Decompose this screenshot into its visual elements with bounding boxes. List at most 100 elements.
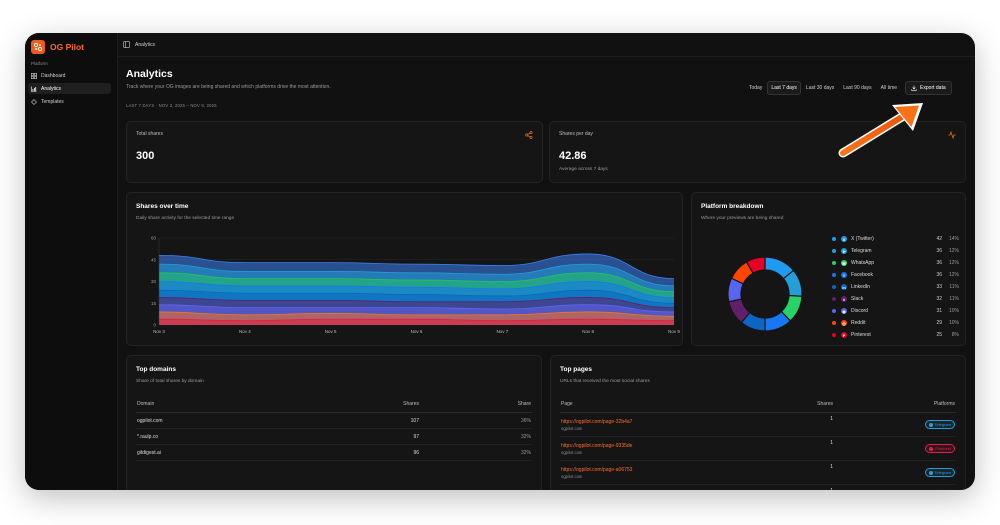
stat-value: 42.86 [559,150,587,162]
card-desc: URLs that received the most social share… [560,379,650,384]
stat-label: Total shares [136,131,163,137]
export-data-button[interactable]: Export data [905,81,952,95]
domains-table: Domain Shares Share ogpilot.com 107 36% … [136,396,532,461]
platforms-cell: Telegram [834,460,956,485]
slack-icon: # [841,296,847,302]
page-link[interactable]: https://ogpilot.com/page-a06753 [561,466,633,473]
sidebar-item-templates[interactable]: Templates [28,96,111,107]
legend-label: Telegram [851,248,872,254]
date-range-label: LAST 7 DAYS · NOV 3, 2025 – NOV 9, 2025 [126,103,217,108]
legend-percent: 12% [948,272,959,278]
stat-sub: Average across 7 days [559,167,608,172]
x-tick-label: Nov 4 [239,329,251,334]
legend-count: 31 [936,308,942,314]
brand[interactable]: OG Pilot [31,38,84,56]
x-tick-label: Nov 3 [153,329,165,334]
x-tick-label: Nov 9 [668,329,680,334]
platform-legend: X X (Twitter) 42 14% ➤ Telegram 36 12% ☏ WhatsApp… [832,233,959,341]
stat-card-shares-per-day: Shares per day 42.86 Average across 7 da… [549,121,966,183]
stat-card-total-shares: Total shares 300 [126,121,543,183]
page-link[interactable]: https://ogpilot.com/page-9335de [561,442,633,449]
table-row: *.raulp.co 97 32% [136,428,532,445]
legend-percent: 11% [949,296,959,302]
legend-item: in LinkedIn 33 11% [832,281,959,293]
analytics-icon [31,86,37,92]
page-cell: https://ogpilot.com/page-32b4a7 ogpilot.c… [560,412,772,437]
table-row: https://ogpilot.com/page-a06753 ogpilot.c… [560,460,956,485]
legend-percent: 10% [948,320,959,326]
x-tick-label: Nov 7 [496,329,508,334]
area-series-line [158,311,675,317]
range-last-30-days[interactable]: Last 30 days [805,85,835,91]
topbar: Analytics [117,33,975,57]
legend-swatch [832,273,836,277]
sidebar-item-dashboard[interactable]: Dashboard [28,70,111,81]
legend-count: 36 [936,260,942,266]
col-platforms: Platforms [834,396,956,413]
download-icon [911,85,917,91]
card-title: Top pages [560,366,593,373]
x-tick-label: Nov 8 [582,329,594,334]
legend-percent: 11% [949,284,959,290]
platform-badge: Telegram [924,420,955,429]
chart-subtitle: Where your previews are being shared [701,216,784,221]
legend-item: P Pinterest 25 8% [832,329,959,341]
platform-badge-label: Telegram [934,470,951,475]
share-cell: 36% [420,412,532,429]
breadcrumb[interactable]: Analytics [135,41,156,48]
card-title: Top domains [136,366,176,373]
legend-item: ◉ Discord 31 10% [832,305,959,317]
page-cell: https://ogpilot.com/page-9335de ogpilot.c… [560,436,772,461]
table-row: https://ogpilot.com/page-9335de ogpilot.c… [560,436,956,461]
sidebar-section-label: Platform [31,61,48,66]
x-tick-label: Nov 5 [325,329,337,334]
shares-cell: 97 [338,428,420,445]
range-last-7-days[interactable]: Last 7 days [767,81,801,95]
range-today[interactable]: Today [749,85,763,91]
legend-percent: 8% [951,332,959,338]
platform-badge-label: Telegram [934,422,951,427]
page-domain: ogpilot.com [561,425,583,431]
legend-label: WhatsApp [851,260,875,266]
discord-icon: ◉ [841,308,847,314]
chart-title: Platform breakdown [701,203,764,210]
sidebar-item-label: Templates [41,98,64,105]
legend-label: Slack [851,296,864,302]
legend-swatch [832,321,836,325]
linkedin-icon: in [841,284,847,290]
domain-cell: ogpilot.com [136,412,338,429]
shares-cell: 1 [772,412,834,437]
sidebar-item-analytics[interactable]: Analytics [28,83,111,94]
y-tick-label: 0 [153,323,156,328]
page-cell: https://gitdigest.ai/page-7d3a0cgitdiges… [560,484,772,490]
stat-value: 300 [136,150,155,162]
donut-slice[interactable] [745,256,766,275]
legend-percent: 14% [948,236,959,242]
whatsapp-icon: ☏ [841,260,847,266]
range-all-time[interactable]: All time [880,85,898,91]
legend-item: X X (Twitter) 42 14% [832,233,959,245]
legend-count: 29 [936,320,942,326]
range-last-90-days[interactable]: Last 90 days [843,85,872,91]
legend-label: Reddit [851,320,866,326]
x-tick-label: Nov 6 [411,329,423,334]
area-series-line [158,263,675,287]
legend-item: f Facebook 36 12% [832,269,959,281]
share-cell: 32% [420,444,532,461]
legend-count: 42 [936,236,942,242]
dashboard-icon [31,72,37,79]
shares-cell: 96 [338,444,420,461]
legend-count: 32 [936,296,942,302]
platform-badge-label: Pinterest [935,446,951,451]
platform-badge: Pinterest [925,444,955,453]
legend-item: ➤ Telegram 36 12% [832,245,959,257]
y-tick-label: 60 [151,236,157,241]
time-range-selector: Today Last 7 days Last 30 days Last 90 d… [745,81,952,95]
page-link[interactable]: https://ogpilot.com/page-32b4a7 [561,418,633,425]
platforms-cell: WhatsApp [834,484,956,490]
col-domain: Domain [136,396,338,413]
export-data-label: Export data [920,85,946,91]
sidebar-item-label: Analytics [41,85,62,92]
area-series-line [158,297,675,308]
sidebar-toggle-icon[interactable] [123,41,130,48]
